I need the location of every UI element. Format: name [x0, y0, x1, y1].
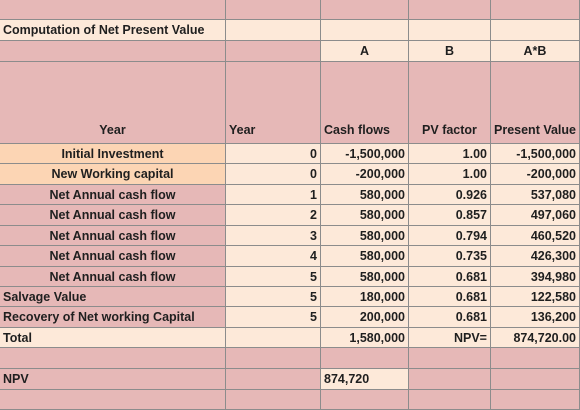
- value-cell: -200,000: [321, 164, 409, 185]
- row-label: Salvage Value: [0, 287, 226, 307]
- column-header: Present Value: [491, 62, 580, 144]
- cell: [226, 348, 321, 369]
- cell: [491, 0, 580, 20]
- value-cell: 0: [226, 164, 321, 185]
- value-cell: 200,000: [321, 307, 409, 328]
- value-cell: 136,200: [491, 307, 580, 328]
- column-header: Year: [226, 62, 321, 144]
- value-cell: 0.681: [409, 307, 491, 328]
- value-cell: 0.857: [409, 205, 491, 226]
- column-header: PV factor: [409, 62, 491, 144]
- row-label: Net Annual cash flow: [0, 267, 226, 287]
- cell: [226, 20, 321, 41]
- row-label: Net Annual cash flow: [0, 226, 226, 246]
- value-cell: 180,000: [321, 287, 409, 307]
- value-cell: 0.735: [409, 246, 491, 267]
- value-cell: 580,000: [321, 267, 409, 287]
- row-label: Initial Investment: [0, 144, 226, 164]
- cell: [226, 41, 321, 62]
- column-letter: B: [409, 41, 491, 62]
- value-cell: 1.00: [409, 164, 491, 185]
- column-header: Year: [0, 62, 226, 144]
- value-cell: 122,580: [491, 287, 580, 307]
- cell: [321, 0, 409, 20]
- value-cell: -1,500,000: [491, 144, 580, 164]
- cell: [0, 41, 226, 62]
- cell: [409, 0, 491, 20]
- value-cell: 0.926: [409, 185, 491, 205]
- value-cell: 0.681: [409, 287, 491, 307]
- row-label: New Working capital: [0, 164, 226, 185]
- npv-value: 874,720: [321, 369, 409, 390]
- value-cell: 2: [226, 205, 321, 226]
- cell: [0, 348, 226, 369]
- column-letter: A*B: [491, 41, 580, 62]
- cell: [321, 20, 409, 41]
- value-cell: 497,060: [491, 205, 580, 226]
- cell: [226, 369, 321, 390]
- cell: [321, 348, 409, 369]
- value-cell: NPV=: [409, 328, 491, 348]
- cell: [226, 0, 321, 20]
- value-cell: [226, 328, 321, 348]
- cell: [491, 20, 580, 41]
- row-label: Net Annual cash flow: [0, 205, 226, 226]
- cell: [409, 348, 491, 369]
- value-cell: 0.681: [409, 267, 491, 287]
- value-cell: 426,300: [491, 246, 580, 267]
- cell: [226, 390, 321, 410]
- cell: [491, 369, 580, 390]
- value-cell: 580,000: [321, 205, 409, 226]
- cell: [0, 0, 226, 20]
- value-cell: 0: [226, 144, 321, 164]
- column-letter: A: [321, 41, 409, 62]
- sheet-title: Computation of Net Present Value: [0, 20, 226, 41]
- value-cell: 537,080: [491, 185, 580, 205]
- row-label: Total: [0, 328, 226, 348]
- row-label: Recovery of Net working Capital: [0, 307, 226, 328]
- row-label: Net Annual cash flow: [0, 185, 226, 205]
- cell: [409, 20, 491, 41]
- value-cell: 1,580,000: [321, 328, 409, 348]
- value-cell: 5: [226, 267, 321, 287]
- value-cell: 394,980: [491, 267, 580, 287]
- value-cell: -1,500,000: [321, 144, 409, 164]
- cell: [409, 390, 491, 410]
- value-cell: 580,000: [321, 226, 409, 246]
- value-cell: -200,000: [491, 164, 580, 185]
- value-cell: 874,720.00: [491, 328, 580, 348]
- cell: [0, 390, 226, 410]
- value-cell: 580,000: [321, 185, 409, 205]
- row-label: Net Annual cash flow: [0, 246, 226, 267]
- value-cell: 5: [226, 287, 321, 307]
- cell: [491, 348, 580, 369]
- value-cell: 460,520: [491, 226, 580, 246]
- cell: [491, 390, 580, 410]
- value-cell: 0.794: [409, 226, 491, 246]
- value-cell: 5: [226, 307, 321, 328]
- value-cell: 1: [226, 185, 321, 205]
- value-cell: 580,000: [321, 246, 409, 267]
- cell: [321, 390, 409, 410]
- value-cell: 1.00: [409, 144, 491, 164]
- column-header: Cash flows: [321, 62, 409, 144]
- cell: [409, 369, 491, 390]
- value-cell: 4: [226, 246, 321, 267]
- value-cell: 3: [226, 226, 321, 246]
- npv-label: NPV: [0, 369, 226, 390]
